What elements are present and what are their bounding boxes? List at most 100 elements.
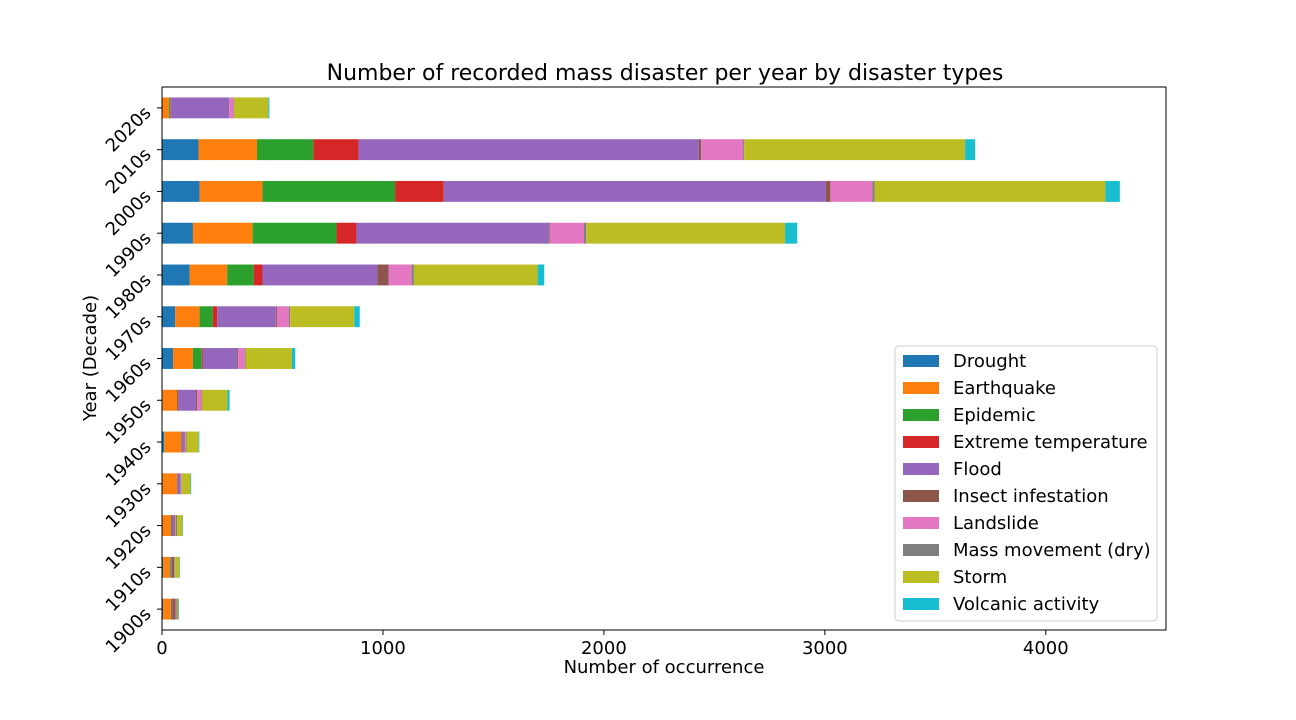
bar-segment (586, 222, 786, 244)
bar-segment (169, 97, 171, 119)
legend-swatch (903, 490, 939, 502)
bar-segment (177, 598, 179, 620)
legend-swatch (903, 436, 939, 448)
bar-segment (175, 515, 178, 537)
bar-segment (177, 515, 183, 537)
bar-segment (170, 598, 172, 620)
x-axis-label: Number of occurrence (564, 657, 765, 678)
bar-segment (162, 264, 190, 286)
bar-segment (177, 473, 178, 495)
bar-segment (965, 139, 976, 161)
bar-segment (291, 348, 296, 369)
bar-segment (411, 264, 414, 286)
bar-segment (171, 556, 175, 578)
bar-segment (227, 389, 230, 411)
legend-swatch (903, 517, 939, 529)
bar-segment (177, 389, 179, 411)
bar-segment (238, 348, 245, 369)
bar-segment (186, 431, 199, 453)
y-axis-label: Year (Decade) (80, 295, 101, 422)
bar-segment (170, 515, 172, 537)
bar-segment (245, 348, 292, 369)
bar-segment (234, 97, 269, 119)
bar-segment (163, 556, 170, 578)
bar-segment (275, 306, 277, 328)
bar-segment (162, 222, 193, 244)
legend-swatch (903, 355, 939, 367)
bar-segment (162, 139, 199, 161)
y-tick-label: 2000s (102, 186, 156, 240)
bar-segment (170, 97, 230, 119)
bar-segment (1105, 180, 1120, 202)
legend-swatch (903, 571, 939, 583)
bar-segment (257, 139, 314, 161)
bar-segment (548, 222, 550, 244)
bar-segment (198, 431, 200, 453)
bar-segment (171, 515, 175, 537)
bar-segment (196, 389, 198, 411)
bar-segment (413, 264, 538, 286)
bar-segment (181, 473, 191, 495)
bar-segment (199, 306, 213, 328)
y-tick-label: 1980s (102, 270, 156, 324)
bar-segment (185, 431, 187, 453)
legend-swatch (903, 382, 939, 394)
bar-segment (163, 598, 171, 620)
bar-segment (872, 180, 875, 202)
legend-label: Volcanic activity (953, 594, 1100, 615)
bar-segment (537, 264, 545, 286)
x-tick-label: 0 (156, 638, 167, 659)
bar-segment (162, 348, 174, 369)
y-tick-label: 1990s (102, 228, 156, 282)
y-tick-label: 2010s (102, 144, 156, 198)
y-tick-label: 1940s (102, 437, 156, 491)
legend-label: Mass movement (dry) (953, 540, 1151, 561)
bar-segment (244, 348, 246, 369)
legend-label: Flood (953, 459, 1002, 480)
bar-segment (253, 264, 263, 286)
bar-segment (584, 222, 587, 244)
bar-segment (313, 139, 359, 161)
bar-segment (175, 556, 180, 578)
bar-segment (701, 139, 744, 161)
bar-segment (162, 556, 164, 578)
bar-segment (162, 97, 170, 119)
bar-segment (192, 222, 253, 244)
bar-segment (289, 306, 291, 328)
bar-segment (290, 306, 355, 328)
bar-segment (171, 556, 172, 578)
legend-label: Epidemic (953, 405, 1036, 426)
y-tick-label: 2020s (102, 103, 156, 157)
legend-swatch (903, 598, 939, 610)
y-tick-label: 1970s (102, 311, 156, 365)
bar-segment (212, 306, 218, 328)
bar-segment (395, 180, 444, 202)
legend-frame (894, 345, 1158, 622)
y-tick-label: 1960s (102, 353, 156, 407)
bar-segment (175, 598, 177, 620)
bar-segment (192, 348, 202, 369)
bar-segment (183, 431, 185, 453)
y-axis: 1900s1910s1920s1930s1940s1950s1960s1970s… (102, 103, 162, 658)
bar-segment (198, 139, 258, 161)
bar-segment (199, 180, 263, 202)
chart-title: Number of recorded mass disaster per yea… (327, 61, 1004, 86)
bar-segment (229, 97, 234, 119)
x-tick-label: 1000 (360, 638, 406, 659)
bar-segment (825, 180, 831, 202)
bar-segment (549, 222, 585, 244)
y-tick-label: 1920s (102, 520, 156, 574)
bar-segment (698, 139, 702, 161)
bar-segment (190, 473, 192, 495)
bars-layer (162, 97, 1120, 620)
legend-label: Insect infestation (953, 486, 1109, 507)
bar-segment (180, 473, 182, 495)
bar-segment (162, 473, 177, 495)
bar-segment (175, 515, 176, 537)
legend-swatch (903, 544, 939, 556)
legend-swatch (903, 463, 939, 475)
bar-segment (356, 222, 549, 244)
bar-segment (227, 264, 254, 286)
legend-label: Extreme temperature (953, 432, 1148, 453)
bar-segment (181, 431, 184, 453)
